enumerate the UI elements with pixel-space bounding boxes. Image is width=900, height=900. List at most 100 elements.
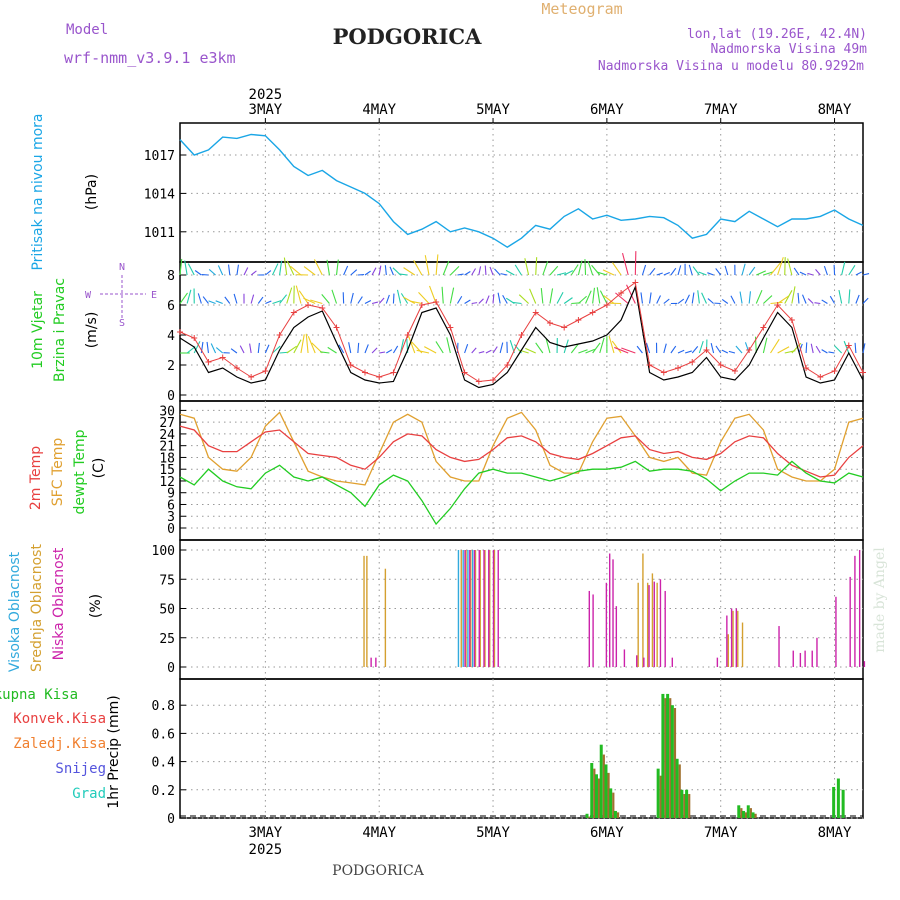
wind-arrow xyxy=(179,292,188,304)
wind-gust-marker xyxy=(717,362,724,368)
wind-arrow xyxy=(770,262,781,276)
wind-arrow xyxy=(400,339,405,354)
wind-arrow xyxy=(283,257,288,276)
temperature-ytick-label: 9 xyxy=(167,487,175,502)
wind-arrow xyxy=(828,351,835,354)
wind-arrow xyxy=(250,294,255,304)
wind-arrow xyxy=(429,285,437,304)
wind-arrow xyxy=(691,346,699,354)
wind-arrow xyxy=(484,265,487,276)
precip-total-bar xyxy=(841,789,845,818)
model-elevation-label: Nadmorska Visina u modelu 80.9292m xyxy=(598,59,864,74)
pressure-title: Pritisak na nivou mora xyxy=(30,113,46,270)
wind-arrow xyxy=(389,266,394,276)
wind-arrow xyxy=(656,295,661,304)
wind-arrow xyxy=(208,300,216,305)
wind-arrow xyxy=(217,265,224,276)
wind-arrow xyxy=(187,263,195,276)
precip-total-bar xyxy=(613,810,617,818)
compass-s: S xyxy=(119,318,125,329)
wind-gust-marker xyxy=(860,369,866,376)
temperature-ytick-label: 12 xyxy=(159,475,175,490)
wind-arrow xyxy=(456,295,463,304)
wind-arrow xyxy=(210,343,217,354)
precip-total-bar xyxy=(836,778,840,818)
wind-arrow xyxy=(249,343,252,354)
wind-gust-marker xyxy=(675,365,682,371)
wind-arrow xyxy=(457,273,464,276)
wind-gust-marker xyxy=(347,362,354,368)
wind-gust-marker xyxy=(390,369,397,376)
wind-ytick-label: 8 xyxy=(167,269,175,284)
precip-conv-bar xyxy=(669,698,672,818)
wind-arrow xyxy=(303,266,316,276)
wind-arrow xyxy=(721,298,729,304)
wind-arrow xyxy=(442,260,450,276)
wind-arrow xyxy=(371,267,377,276)
precip-unit: 1hr Precip (mm) xyxy=(106,695,122,808)
cloud-ytick-label: 75 xyxy=(159,573,175,588)
wind-arrow xyxy=(215,347,224,354)
wind-arrow xyxy=(364,344,369,354)
temperature-ytick-label: 15 xyxy=(159,463,175,478)
wind-arrow xyxy=(707,272,714,276)
temperature-ytick-label: 24 xyxy=(159,428,175,443)
precip-total-bar xyxy=(832,786,836,818)
wind-arrow xyxy=(663,298,670,304)
top-year-label: 2025 xyxy=(249,87,283,103)
wind-arrow xyxy=(512,301,522,305)
wind-arrow xyxy=(556,291,564,304)
temp-sfc-title: SFC Temp xyxy=(50,438,66,507)
wind-ytick-label: 4 xyxy=(167,329,175,344)
wind-arrow xyxy=(286,260,295,276)
wind-arrow xyxy=(518,294,529,304)
model-name: wrf-nmm_v3.9.1 e3km xyxy=(64,49,236,67)
wind-arrow xyxy=(855,271,862,276)
precip-conv-bar xyxy=(678,764,681,818)
wind-arrow xyxy=(398,273,408,276)
panel-wind: 0 2 4 6 8 xyxy=(167,261,864,404)
wind-gust-marker xyxy=(817,374,824,380)
panel-precip: 0 0.2 0.4 0.6 0.8 xyxy=(152,678,864,827)
wind-arrow xyxy=(549,288,554,304)
wind-arrow xyxy=(715,268,722,276)
watermark: made by Angel xyxy=(872,547,888,653)
wind-arrow xyxy=(494,268,501,276)
wind-arrow xyxy=(424,346,437,354)
wind-gust-marker xyxy=(319,305,326,311)
wind-arrow xyxy=(300,334,305,354)
precip-conv-bar xyxy=(749,808,752,818)
wind-arrow xyxy=(435,254,439,276)
temp-dew-title: dewpt Temp xyxy=(72,429,88,514)
wind-gust-marker xyxy=(831,368,838,374)
temp-unit: (C) xyxy=(91,458,107,479)
precip-legend-item: Snijeg xyxy=(55,761,106,777)
wind-arrow xyxy=(821,349,828,354)
wind-arrow xyxy=(215,300,223,305)
wind-gust-marker xyxy=(219,354,226,361)
wind-gust-marker xyxy=(504,362,511,368)
wind-arrow xyxy=(233,293,238,304)
wind-arrow xyxy=(271,263,279,276)
compass-e: E xyxy=(151,290,157,301)
wind-gust-marker xyxy=(305,302,312,308)
wind-arrow xyxy=(599,290,608,304)
wind-arrow xyxy=(535,342,544,354)
wind-arrow xyxy=(331,289,338,304)
wind-arrow xyxy=(762,337,768,354)
wind-arrow xyxy=(409,300,423,305)
wind-arrow xyxy=(585,348,596,354)
wind-arrow xyxy=(814,302,821,305)
wind-arrow xyxy=(403,267,416,276)
wind-arrow xyxy=(748,266,756,276)
wind-gust-marker xyxy=(205,359,212,365)
wind-arrow xyxy=(838,289,843,304)
wind-arrow xyxy=(492,346,498,354)
wind-arrow xyxy=(319,351,330,354)
wind-arrow xyxy=(403,296,416,304)
wind-arrow xyxy=(449,287,455,304)
wind-arrow xyxy=(797,292,800,304)
wind-gust-marker xyxy=(774,302,781,308)
wind-arrow xyxy=(735,345,743,354)
